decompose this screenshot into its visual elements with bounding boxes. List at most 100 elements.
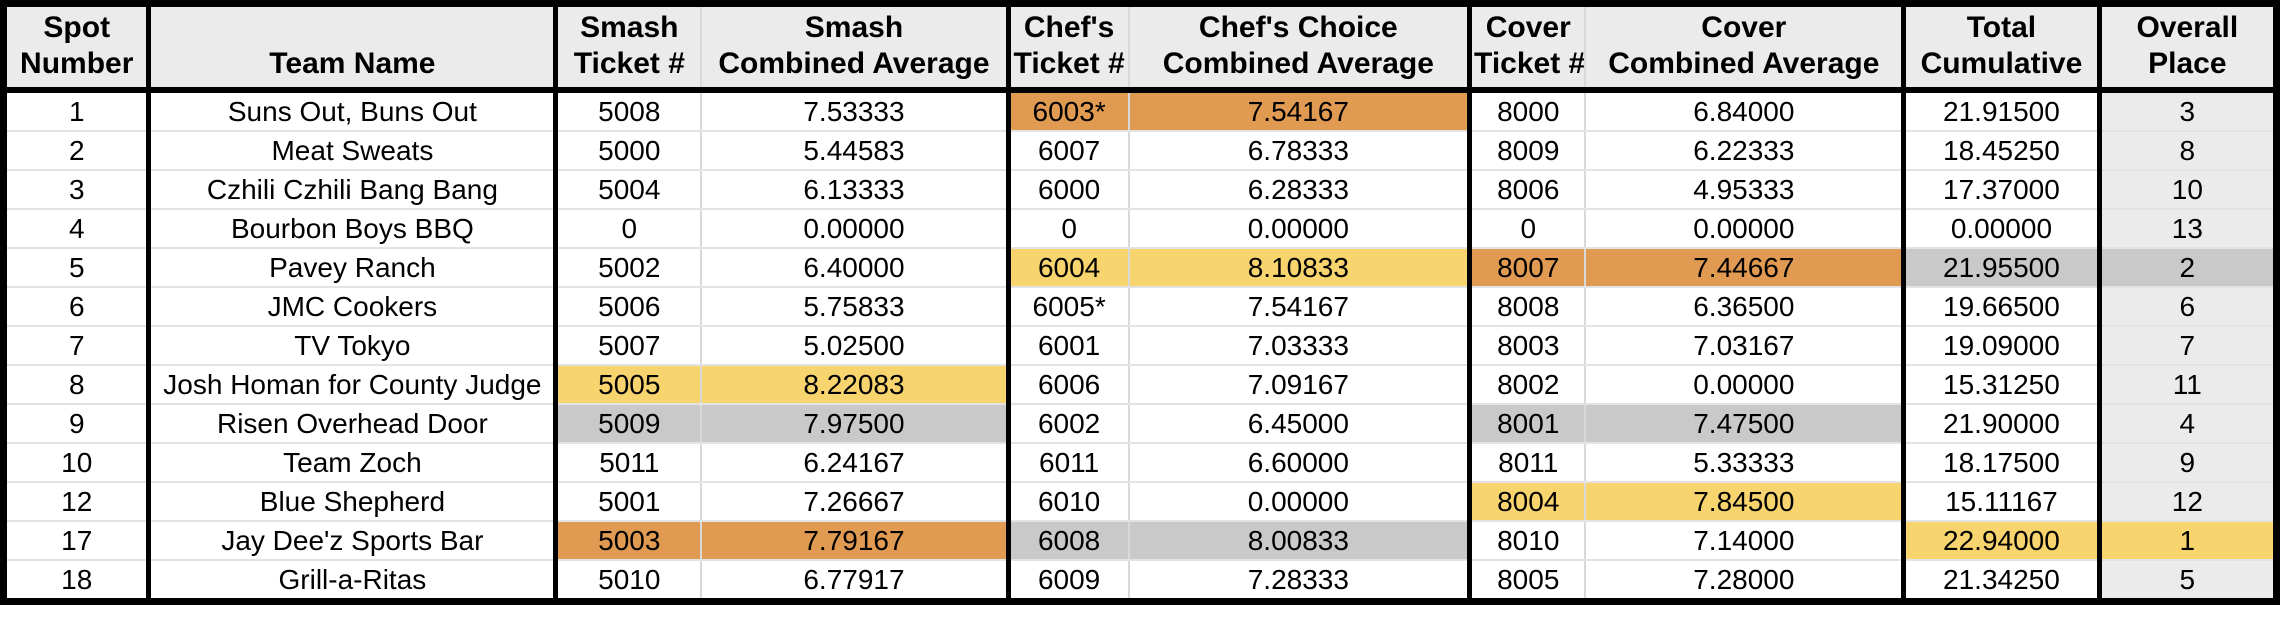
cell-smash-ticket[interactable]: 5006 [555,287,703,327]
cell-team-name[interactable]: JMC Cookers [148,287,559,327]
cell-cover-ticket[interactable]: 8011 [1469,443,1587,483]
cell-overall-place[interactable]: 1 [2099,521,2277,561]
cell-cover-average[interactable]: 6.36500 [1585,287,1907,327]
cell-chefs-ticket[interactable]: 6011 [1008,443,1130,483]
cell-chefs-average[interactable]: 7.54167 [1128,287,1473,327]
cell-smash-average[interactable]: 7.97500 [701,404,1011,444]
cell-overall-place[interactable]: 2 [2099,248,2277,288]
cell-chefs-ticket[interactable]: 6007 [1008,131,1130,171]
cell-total-cumulative[interactable]: 19.09000 [1903,326,2102,366]
cell-spot-number[interactable]: 12 [3,482,152,522]
cell-total-cumulative[interactable]: 21.90000 [1903,404,2102,444]
cell-chefs-average[interactable]: 0.00000 [1128,209,1473,249]
cell-chefs-average[interactable]: 7.09167 [1128,365,1473,405]
cell-cover-ticket[interactable]: 8000 [1469,90,1587,132]
cell-cover-average[interactable]: 7.14000 [1585,521,1907,561]
cell-team-name[interactable]: Josh Homan for County Judge [148,365,559,405]
cell-spot-number[interactable]: 9 [3,404,152,444]
cell-team-name[interactable]: Meat Sweats [148,131,559,171]
cell-total-cumulative[interactable]: 22.94000 [1903,521,2102,561]
cell-spot-number[interactable]: 18 [3,560,152,602]
cell-team-name[interactable]: TV Tokyo [148,326,559,366]
cell-smash-ticket[interactable]: 5004 [555,170,703,210]
cell-overall-place[interactable]: 5 [2099,560,2277,602]
cell-spot-number[interactable]: 10 [3,443,152,483]
cell-spot-number[interactable]: 5 [3,248,152,288]
cell-cover-ticket[interactable]: 8005 [1469,560,1587,602]
cell-smash-average[interactable]: 7.26667 [701,482,1011,522]
cell-chefs-average[interactable]: 0.00000 [1128,482,1473,522]
cell-spot-number[interactable]: 4 [3,209,152,249]
cell-spot-number[interactable]: 7 [3,326,152,366]
cell-cover-ticket[interactable]: 8010 [1469,521,1587,561]
cell-smash-ticket[interactable]: 5005 [555,365,703,405]
cell-smash-ticket[interactable]: 0 [555,209,703,249]
cell-cover-ticket[interactable]: 8004 [1469,482,1587,522]
cell-total-cumulative[interactable]: 15.11167 [1903,482,2102,522]
cell-spot-number[interactable]: 6 [3,287,152,327]
cell-overall-place[interactable]: 3 [2099,90,2277,132]
cell-cover-ticket[interactable]: 8008 [1469,287,1587,327]
cell-smash-ticket[interactable]: 5002 [555,248,703,288]
cell-cover-ticket[interactable]: 0 [1469,209,1587,249]
cell-chefs-average[interactable]: 6.60000 [1128,443,1473,483]
cell-cover-average[interactable]: 7.44667 [1585,248,1907,288]
cell-spot-number[interactable]: 3 [3,170,152,210]
cell-cover-average[interactable]: 6.84000 [1585,90,1907,132]
cell-team-name[interactable]: Blue Shepherd [148,482,559,522]
cell-overall-place[interactable]: 10 [2099,170,2277,210]
cell-chefs-ticket[interactable]: 6006 [1008,365,1130,405]
cell-smash-average[interactable]: 0.00000 [701,209,1011,249]
cell-chefs-ticket[interactable]: 6004 [1008,248,1130,288]
cell-cover-average[interactable]: 7.28000 [1585,560,1907,602]
cell-team-name[interactable]: Czhili Czhili Bang Bang [148,170,559,210]
cell-overall-place[interactable]: 9 [2099,443,2277,483]
cell-smash-average[interactable]: 5.44583 [701,131,1011,171]
cell-total-cumulative[interactable]: 21.34250 [1903,560,2102,602]
cell-smash-ticket[interactable]: 5008 [555,90,703,132]
cell-smash-average[interactable]: 6.13333 [701,170,1011,210]
cell-smash-ticket[interactable]: 5009 [555,404,703,444]
cell-smash-average[interactable]: 5.02500 [701,326,1011,366]
cell-smash-ticket[interactable]: 5010 [555,560,703,602]
cell-smash-average[interactable]: 8.22083 [701,365,1011,405]
cell-chefs-ticket[interactable]: 6002 [1008,404,1130,444]
cell-chefs-ticket[interactable]: 0 [1008,209,1130,249]
cell-smash-average[interactable]: 7.79167 [701,521,1011,561]
cell-chefs-average[interactable]: 8.00833 [1128,521,1473,561]
cell-cover-average[interactable]: 7.47500 [1585,404,1907,444]
cell-overall-place[interactable]: 11 [2099,365,2277,405]
cell-total-cumulative[interactable]: 18.17500 [1903,443,2102,483]
cell-smash-average[interactable]: 6.77917 [701,560,1011,602]
cell-cover-average[interactable]: 0.00000 [1585,209,1907,249]
cell-cover-ticket[interactable]: 8006 [1469,170,1587,210]
cell-cover-ticket[interactable]: 8009 [1469,131,1587,171]
cell-team-name[interactable]: Suns Out, Buns Out [148,90,559,132]
cell-smash-ticket[interactable]: 5001 [555,482,703,522]
cell-cover-ticket[interactable]: 8001 [1469,404,1587,444]
cell-chefs-ticket[interactable]: 6001 [1008,326,1130,366]
cell-chefs-average[interactable]: 7.54167 [1128,90,1473,132]
cell-chefs-average[interactable]: 6.45000 [1128,404,1473,444]
cell-team-name[interactable]: Risen Overhead Door [148,404,559,444]
cell-total-cumulative[interactable]: 17.37000 [1903,170,2102,210]
cell-total-cumulative[interactable]: 19.66500 [1903,287,2102,327]
cell-spot-number[interactable]: 17 [3,521,152,561]
cell-chefs-ticket[interactable]: 6005* [1008,287,1130,327]
cell-cover-average[interactable]: 4.95333 [1585,170,1907,210]
cell-total-cumulative[interactable]: 21.91500 [1903,90,2102,132]
cell-overall-place[interactable]: 8 [2099,131,2277,171]
cell-smash-average[interactable]: 5.75833 [701,287,1011,327]
cell-spot-number[interactable]: 1 [3,90,152,132]
cell-chefs-average[interactable]: 8.10833 [1128,248,1473,288]
cell-total-cumulative[interactable]: 18.45250 [1903,131,2102,171]
cell-chefs-average[interactable]: 6.28333 [1128,170,1473,210]
cell-cover-ticket[interactable]: 8002 [1469,365,1587,405]
cell-cover-average[interactable]: 7.03167 [1585,326,1907,366]
cell-chefs-average[interactable]: 7.03333 [1128,326,1473,366]
cell-smash-average[interactable]: 6.40000 [701,248,1011,288]
cell-smash-ticket[interactable]: 5003 [555,521,703,561]
cell-chefs-ticket[interactable]: 6010 [1008,482,1130,522]
cell-chefs-ticket[interactable]: 6003* [1008,90,1130,132]
cell-team-name[interactable]: Grill-a-Ritas [148,560,559,602]
